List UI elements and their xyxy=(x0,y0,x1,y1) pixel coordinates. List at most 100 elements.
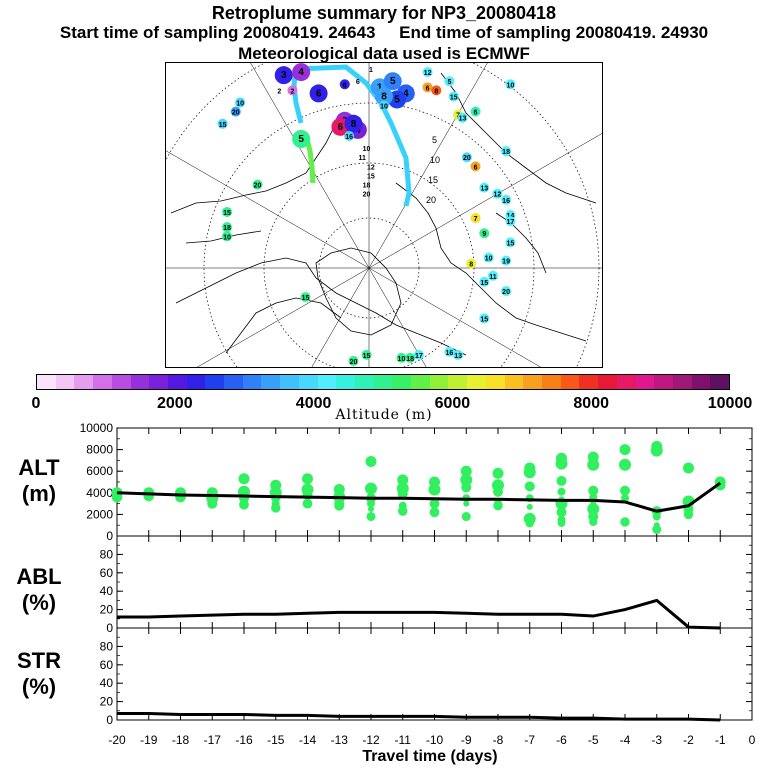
marker-dot xyxy=(501,194,512,205)
cluster-dot xyxy=(366,512,376,522)
marker-label: 15 xyxy=(302,295,310,302)
plume-marker: 20 xyxy=(363,192,371,199)
marker-label: 11 xyxy=(489,274,497,281)
map-svg: 2015105342626611545810125681571364968165… xyxy=(166,63,602,367)
marker-label: 20 xyxy=(232,110,240,117)
marker-label: 6 xyxy=(356,79,360,86)
plume-marker: 19 xyxy=(501,255,512,266)
cluster-dot xyxy=(683,462,694,474)
cluster-dot xyxy=(302,498,313,509)
marker-label: 16 xyxy=(502,198,510,205)
plume-marker: 17 xyxy=(413,349,424,360)
cluster-dot xyxy=(650,444,663,457)
colorbar-swatch xyxy=(205,375,225,389)
colorbar-swatch xyxy=(93,375,112,389)
marker-dot xyxy=(413,349,424,360)
marker-label: 15 xyxy=(363,353,371,360)
x-tick-label: 0 xyxy=(749,733,756,747)
panel-0: 0 2000 4000 6000 8000 10000 xyxy=(80,421,753,543)
cluster-dot xyxy=(207,498,218,509)
cluster-dot xyxy=(526,503,533,510)
colorbar-swatch xyxy=(336,375,355,389)
colorbar-swatch xyxy=(130,375,150,389)
coastline xyxy=(315,247,402,336)
plume-marker: 16 xyxy=(444,346,455,357)
cluster-dot xyxy=(652,512,661,521)
marker-dot xyxy=(274,66,293,85)
plume-marker: 6 xyxy=(470,161,481,172)
colorbar-swatch xyxy=(74,375,94,389)
marker-label: 17 xyxy=(415,353,423,360)
plume-marker: 6 xyxy=(339,79,350,90)
marker-dot xyxy=(461,152,472,163)
cluster-dot xyxy=(460,473,473,486)
plume-marker: 6 xyxy=(422,82,433,93)
cluster-dot xyxy=(557,519,566,527)
x-tick-label: -6 xyxy=(556,733,567,747)
marker-label: 10 xyxy=(507,82,515,89)
plume-marker: 16 xyxy=(501,194,512,205)
marker-dot xyxy=(470,106,481,117)
plume-marker: 8 xyxy=(375,87,393,106)
y-tick-label: 80 xyxy=(100,547,114,561)
marker-dot xyxy=(235,97,246,108)
plume-marker: 10 xyxy=(396,352,407,363)
alt-ylabel: ALT (m) xyxy=(12,455,66,507)
cluster-dot xyxy=(652,525,662,535)
colorbar-swatch xyxy=(298,375,318,389)
marker-label: 19 xyxy=(502,259,510,266)
coastline xyxy=(170,122,337,214)
marker-label: 6 xyxy=(426,85,430,92)
cluster-dot xyxy=(555,457,568,470)
marker-dot xyxy=(252,179,263,190)
marker-dot xyxy=(492,188,503,199)
circle-label: 5 xyxy=(432,135,437,145)
x-tick-label: -1 xyxy=(715,733,726,747)
plume-marker: 13 xyxy=(453,349,464,360)
str-ylabel-bottom: (%) xyxy=(21,674,57,699)
plume-marker: 1 xyxy=(369,67,373,74)
plume-marker: 6 xyxy=(470,106,481,117)
plume-marker: 10 xyxy=(505,79,516,90)
marker-dot xyxy=(479,182,490,193)
colorbar-swatch xyxy=(55,375,75,389)
series-line xyxy=(117,712,721,722)
meridian-line xyxy=(197,267,370,367)
plume-marker: 9 xyxy=(479,228,490,239)
plume-marker: 3 xyxy=(274,66,293,85)
plume-marker: 15 xyxy=(505,237,516,248)
marker-label: 6 xyxy=(316,88,322,99)
marker-dot xyxy=(483,252,494,263)
colorbar-swatch xyxy=(504,375,524,389)
marker-label: 12 xyxy=(424,70,432,77)
marker-dot xyxy=(383,72,402,91)
colorbar-swatch xyxy=(354,375,374,389)
plume-marker: 18 xyxy=(501,146,512,157)
circle-label: 20 xyxy=(426,195,436,205)
plume-marker: 5 xyxy=(444,76,455,87)
x-tick-label: -13 xyxy=(331,733,349,747)
marker-dot xyxy=(361,349,372,360)
plume-marker: 15 xyxy=(479,313,490,324)
cluster-dot xyxy=(460,465,472,477)
x-tick-label: -15 xyxy=(267,733,285,747)
cluster-dot xyxy=(619,444,631,456)
plume-marker: 8 xyxy=(431,85,442,96)
cluster-dot xyxy=(492,467,504,479)
x-tick-label: -11 xyxy=(395,733,412,747)
marker-dot xyxy=(505,79,516,90)
marker-label: 15 xyxy=(480,280,488,287)
polar-map: 2015105342626611545810125681571364968165… xyxy=(165,62,603,368)
marker-label: 5 xyxy=(390,76,396,87)
marker-label: 7 xyxy=(474,216,478,223)
x-tick-label: -16 xyxy=(235,733,253,747)
marker-label: 15 xyxy=(219,122,227,129)
marker-dot xyxy=(422,82,433,93)
marker-dot xyxy=(222,231,233,242)
marker-dot xyxy=(405,352,416,363)
marker-label: 3 xyxy=(281,70,287,81)
plume-marker: 12 xyxy=(367,164,375,171)
timeseries-charts: 0 2000 4000 6000 8000 10000 0 20 40 60 80 0 20 40 60 80… xyxy=(80,421,756,747)
colorbar-swatch xyxy=(635,375,655,389)
